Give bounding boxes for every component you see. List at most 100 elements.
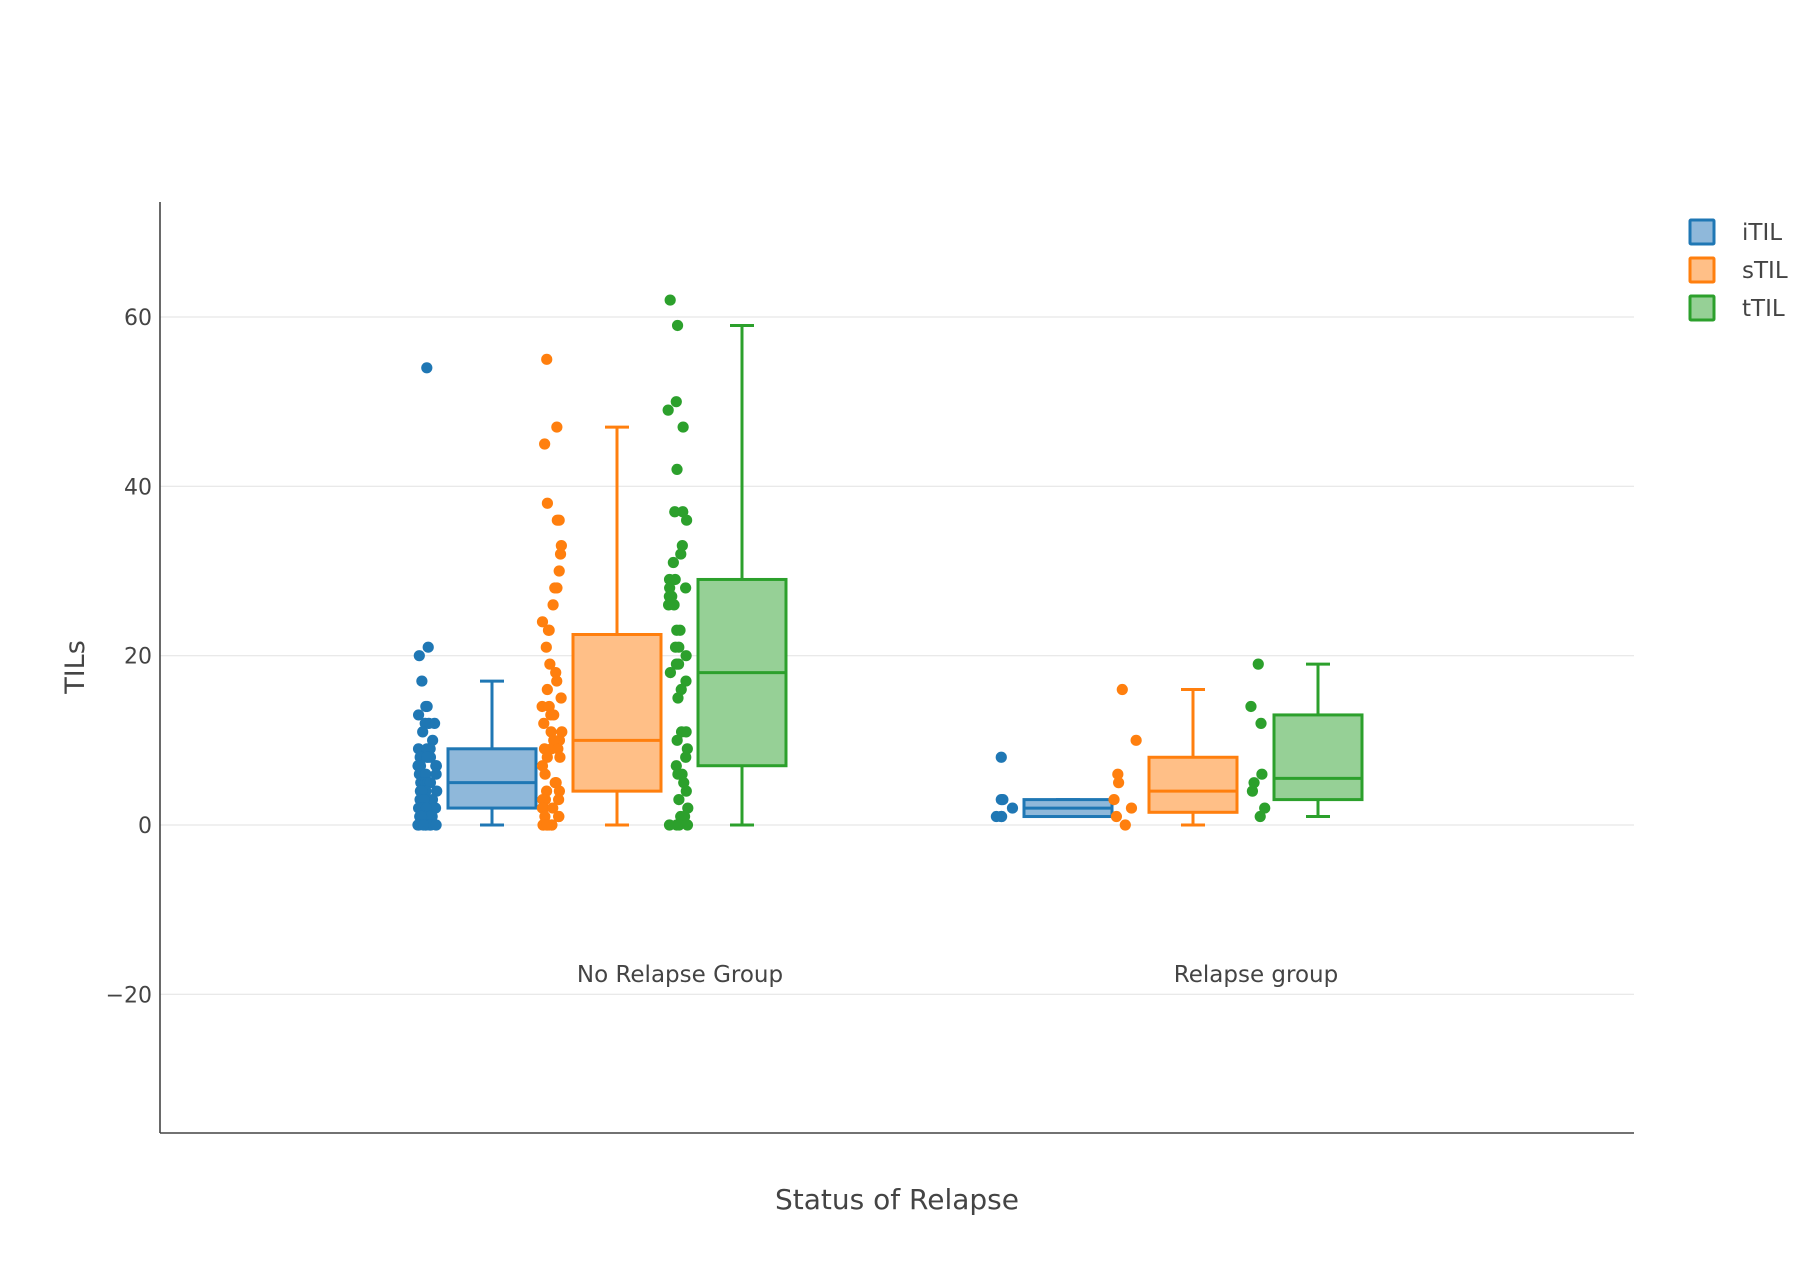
data-point [553, 785, 565, 797]
data-point [416, 785, 428, 797]
data-point [1256, 768, 1268, 780]
box-iTIL [446, 747, 538, 810]
data-point [537, 794, 549, 806]
data-point [541, 353, 553, 365]
data-point [682, 802, 694, 814]
data-point [536, 802, 549, 814]
data-point [427, 734, 439, 746]
legend-item-sTIL[interactable]: sTIL [1688, 256, 1788, 284]
data-point [680, 785, 692, 797]
data-point [677, 421, 689, 433]
data-point [421, 700, 433, 713]
data-point [662, 404, 674, 416]
data-point [670, 760, 682, 772]
y-tick-label: 40 [124, 475, 152, 500]
data-point [673, 794, 685, 806]
data-point [541, 497, 554, 509]
box-sTIL [1147, 755, 1239, 814]
data-point [663, 819, 676, 831]
data-point [675, 683, 687, 696]
data-point [431, 785, 443, 797]
data-point [1254, 810, 1266, 823]
data-point [680, 751, 692, 763]
data-point [553, 514, 565, 526]
data-point [430, 760, 442, 772]
data-point [413, 650, 425, 662]
data-point [415, 810, 428, 823]
plot-area [412, 294, 1364, 831]
data-point [543, 624, 555, 636]
data-point [549, 582, 561, 594]
data-point [545, 709, 557, 721]
data-point [670, 658, 683, 670]
data-point [1255, 717, 1267, 730]
data-point [541, 683, 553, 696]
data-point [426, 794, 439, 806]
data-point [673, 819, 685, 831]
data-point [995, 794, 1007, 806]
data-point [1113, 777, 1125, 789]
data-point [544, 658, 556, 670]
data-point [681, 514, 693, 526]
data-point [540, 785, 553, 797]
data-point [545, 726, 557, 738]
legend-label: tTIL [1742, 296, 1785, 322]
series-iTIL [412, 362, 1114, 831]
x-axis-title: Status of Relapse [775, 1183, 1019, 1216]
data-point [662, 599, 675, 611]
data-point [412, 743, 425, 755]
data-point [412, 709, 425, 721]
data-point [675, 548, 687, 560]
data-point [539, 768, 551, 780]
data-point [541, 819, 553, 831]
data-point [671, 734, 683, 746]
data-point [667, 556, 679, 569]
data-point [673, 641, 685, 653]
data-point [417, 819, 430, 831]
data-point [547, 599, 559, 611]
category-labels: No Relapse Group Relapse group [577, 962, 1338, 988]
data-point [1108, 794, 1120, 806]
series-sTIL [536, 353, 1239, 831]
data-point [681, 743, 693, 755]
data-point [424, 810, 436, 823]
data-point [666, 590, 678, 603]
data-point [551, 421, 563, 433]
legend-label: iTIL [1742, 220, 1782, 246]
data-point [676, 768, 688, 780]
data-point [547, 802, 559, 814]
data-point [416, 675, 428, 687]
data-point [1259, 802, 1271, 814]
data-point [675, 726, 688, 738]
y-tick-label: 20 [124, 645, 152, 670]
data-point [420, 768, 432, 780]
data-point [670, 396, 682, 408]
data-point [549, 777, 561, 789]
data-point [553, 810, 565, 823]
data-point [536, 760, 549, 772]
data-point [543, 700, 555, 713]
y-axis: 60 40 20 0 −20 [106, 306, 152, 1008]
legend-item-tTIL[interactable]: tTIL [1688, 294, 1785, 322]
data-point [539, 810, 551, 823]
legend-item-iTIL[interactable]: iTIL [1688, 218, 1782, 246]
legend-swatch [1688, 294, 1716, 322]
category-label: Relapse group [1174, 962, 1338, 988]
data-point [1116, 683, 1128, 696]
y-tick-label: −20 [106, 983, 152, 1008]
data-point [664, 582, 676, 594]
data-point [540, 641, 552, 653]
data-point [1246, 785, 1259, 797]
data-point [554, 751, 566, 763]
data-point [421, 751, 433, 763]
data-point [418, 794, 430, 806]
series-tTIL [662, 294, 1364, 831]
data-point [550, 667, 562, 679]
data-point [552, 743, 564, 755]
y-axis-title: TILs [60, 640, 91, 695]
data-point [671, 319, 684, 332]
data-point [1119, 819, 1131, 831]
data-point [677, 506, 689, 518]
data-point [664, 667, 677, 679]
data-point [676, 540, 688, 552]
